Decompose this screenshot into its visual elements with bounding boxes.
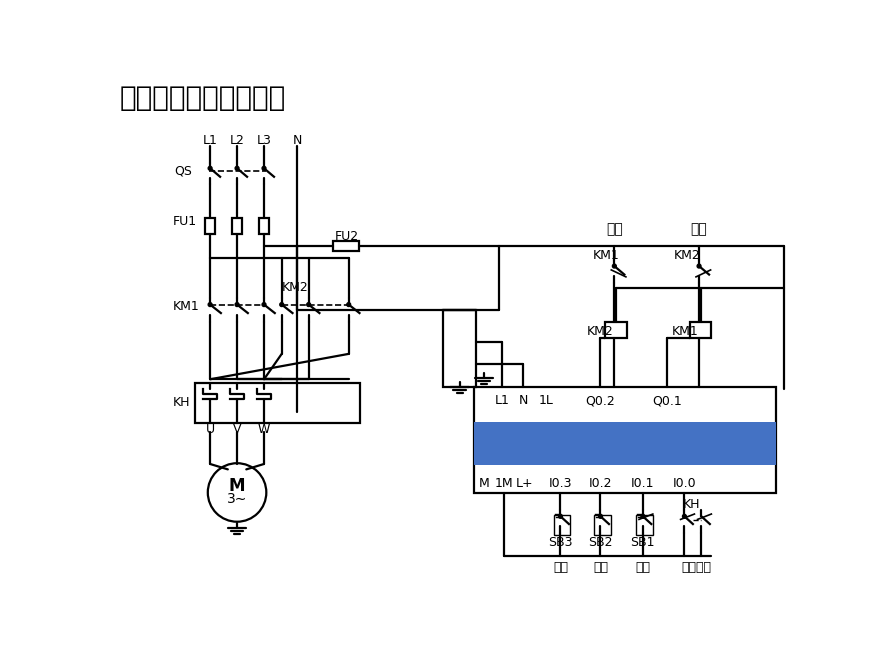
Bar [689,321,712,338]
Bar [195,383,360,423]
Circle shape [697,264,701,268]
Text: KH: KH [172,396,190,409]
Text: W: W [258,423,271,436]
Text: I0.1: I0.1 [631,476,655,490]
Circle shape [306,303,311,307]
Text: KM1: KM1 [672,325,699,338]
Bar [594,515,611,535]
Text: N: N [519,395,528,407]
Circle shape [682,515,687,518]
Bar [474,421,776,465]
Text: 反转: 反转 [606,222,622,236]
Text: FU2: FU2 [334,230,358,244]
Circle shape [235,303,239,307]
Text: L3: L3 [256,134,271,147]
Text: N: N [292,134,302,147]
Text: SB3: SB3 [548,536,572,549]
Bar [259,218,269,234]
Bar [605,321,627,338]
Text: QS: QS [174,164,192,177]
Text: 3∼: 3∼ [227,492,247,506]
Bar [554,515,571,535]
Text: 电动机正反转控制电路: 电动机正反转控制电路 [120,85,287,112]
Bar [205,218,214,234]
Text: U: U [205,423,214,436]
Text: I0.3: I0.3 [548,476,572,490]
Text: SB1: SB1 [630,536,655,549]
Text: I0.2: I0.2 [588,476,613,490]
Text: L+: L+ [516,476,534,490]
Circle shape [262,303,266,307]
Circle shape [280,303,284,307]
Text: L1: L1 [203,134,218,147]
Text: KM2: KM2 [281,281,308,294]
Circle shape [558,515,563,518]
Text: KM1: KM1 [593,249,620,262]
Text: V: V [233,423,241,436]
Text: FU1: FU1 [172,215,196,228]
Text: 正转: 正转 [690,222,707,236]
Text: 反转: 反转 [553,562,568,574]
Text: 1L: 1L [539,395,554,407]
Text: SB2: SB2 [588,536,613,549]
Text: L2: L2 [230,134,245,147]
Text: Q0.2: Q0.2 [586,395,615,407]
Bar [232,218,242,234]
Circle shape [641,515,645,518]
Text: 正转: 正转 [593,562,608,574]
Circle shape [613,264,616,268]
Circle shape [208,303,212,307]
Bar [474,387,776,493]
Circle shape [262,166,266,170]
Text: KH: KH [683,497,700,511]
Bar [333,242,360,251]
Text: 过载保护: 过载保护 [681,562,712,574]
Circle shape [598,515,603,518]
Text: KM2: KM2 [673,249,700,262]
Text: M: M [229,477,246,495]
Bar [444,310,476,387]
Bar [636,515,653,535]
Text: KM1: KM1 [172,301,199,313]
Circle shape [208,166,212,170]
Text: KM2: KM2 [587,325,613,338]
Text: 1M: 1M [495,476,513,490]
Circle shape [235,166,239,170]
Text: Q0.1: Q0.1 [652,395,681,407]
Text: M: M [479,476,489,490]
Text: I0.0: I0.0 [672,476,697,490]
Text: L1: L1 [495,395,509,407]
Circle shape [346,303,351,307]
Circle shape [208,463,266,522]
Text: 停止: 停止 [635,562,650,574]
